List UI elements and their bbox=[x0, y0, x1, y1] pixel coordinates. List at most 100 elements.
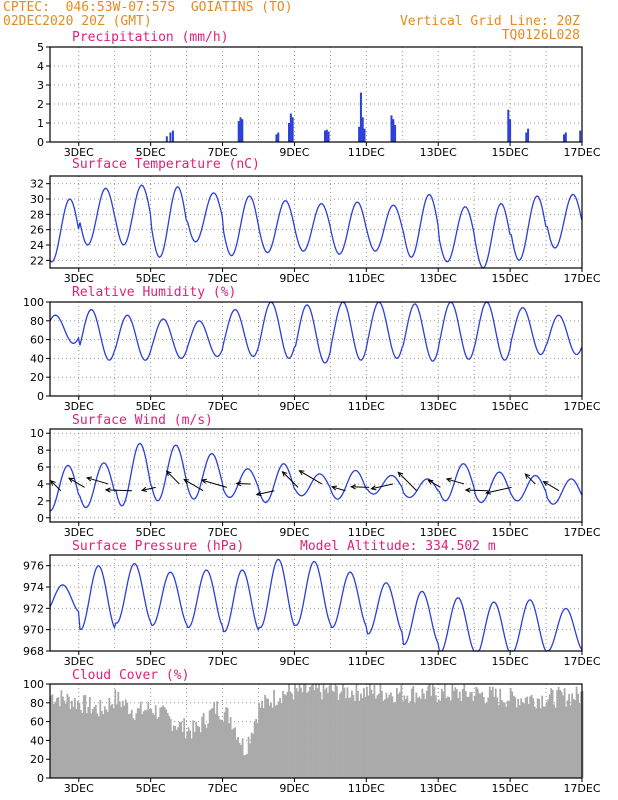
cloud-bar bbox=[412, 686, 415, 778]
cloud-bar bbox=[180, 721, 183, 778]
cloud-bar bbox=[436, 701, 439, 778]
cloud-bar bbox=[322, 684, 325, 778]
cloud-bar bbox=[234, 727, 237, 778]
wind-arrow-head bbox=[50, 480, 56, 486]
cloud-bar bbox=[178, 722, 181, 778]
x-tick-label: 17DEC bbox=[563, 526, 600, 539]
cloud-bar bbox=[388, 694, 391, 778]
cloud-bar bbox=[340, 691, 343, 778]
cloud-bar bbox=[439, 700, 442, 778]
y-tick-label: 26 bbox=[30, 224, 44, 237]
x-tick-label: 7DEC bbox=[207, 526, 237, 539]
cloud-bar bbox=[129, 713, 132, 778]
series-line bbox=[49, 301, 583, 364]
x-tick-label: 5DEC bbox=[136, 272, 166, 285]
cloud-bar bbox=[526, 696, 529, 778]
cloud-bar bbox=[177, 727, 180, 778]
precip-bar bbox=[323, 130, 326, 142]
cloud-bar bbox=[214, 713, 217, 778]
wind-arrow-head bbox=[524, 473, 531, 479]
cloud-bar bbox=[259, 707, 262, 778]
cloud-bar bbox=[352, 694, 355, 778]
cloud-bar bbox=[235, 739, 238, 778]
wind-arrow-head bbox=[255, 491, 262, 497]
precip-bar bbox=[394, 124, 397, 142]
x-tick-label: 3DEC bbox=[64, 272, 94, 285]
cloud-bar bbox=[309, 686, 311, 778]
y-tick-label: 10 bbox=[30, 427, 44, 440]
y-tick-label: 40 bbox=[30, 352, 44, 365]
cloud-bar bbox=[523, 703, 526, 778]
cloud-bar bbox=[400, 685, 403, 778]
cloud-bar bbox=[229, 717, 232, 778]
cloud-bar bbox=[473, 695, 476, 778]
cloud-bar bbox=[250, 732, 253, 778]
cloud-bar bbox=[258, 703, 260, 778]
x-tick-label: 9DEC bbox=[279, 526, 309, 539]
cloud-bar bbox=[204, 724, 207, 778]
x-tick-label: 3DEC bbox=[64, 782, 94, 795]
wind-arrow-head bbox=[464, 487, 471, 493]
cloud-bar bbox=[321, 699, 323, 778]
cloud-bar bbox=[455, 689, 458, 778]
cloud-bar bbox=[481, 692, 484, 778]
cloud-bar bbox=[144, 709, 147, 778]
y-tick-label: 8 bbox=[37, 444, 44, 457]
cloud-bar bbox=[76, 701, 79, 778]
precip-bar bbox=[392, 119, 395, 142]
cloud-bar bbox=[310, 685, 313, 778]
x-tick-label: 7DEC bbox=[207, 272, 237, 285]
cloud-bar bbox=[386, 697, 389, 778]
cloud-bar bbox=[84, 695, 87, 778]
cloud-bar bbox=[202, 713, 205, 778]
cloud-bar bbox=[566, 700, 569, 778]
cloud-bar bbox=[496, 697, 499, 778]
cloud-bar bbox=[430, 695, 433, 778]
cloud-bar bbox=[150, 708, 153, 778]
wind-arrow-head bbox=[165, 470, 172, 477]
cloud-bar bbox=[458, 691, 461, 778]
cloud-bar bbox=[211, 708, 214, 778]
cloud-bar bbox=[313, 690, 316, 778]
cloud-bar bbox=[563, 688, 566, 778]
cloud-bar bbox=[243, 755, 246, 778]
cloud-bar bbox=[102, 714, 105, 778]
cloud-bar bbox=[216, 701, 219, 778]
cloud-bar bbox=[488, 686, 491, 778]
x-tick-label: 17DEC bbox=[563, 400, 600, 413]
cloud-bar bbox=[142, 711, 145, 778]
precip-bar bbox=[239, 117, 242, 142]
cloud-bar bbox=[515, 707, 518, 778]
panel-frame bbox=[49, 301, 583, 397]
cloud-bar bbox=[569, 705, 572, 778]
cloud-bar bbox=[261, 700, 263, 778]
cloud-bar bbox=[418, 696, 421, 778]
cloud-bar bbox=[126, 702, 129, 778]
cloud-bar bbox=[172, 725, 175, 778]
cloud-bar bbox=[484, 703, 487, 778]
cloud-bar bbox=[232, 728, 235, 778]
x-tick-label: 17DEC bbox=[563, 272, 600, 285]
cloud-bar bbox=[154, 705, 157, 778]
cloud-bar bbox=[294, 684, 296, 778]
precip-bar bbox=[509, 119, 512, 142]
y-tick-label: 968 bbox=[23, 645, 44, 658]
cloud-bar bbox=[210, 708, 213, 778]
precip-bar bbox=[327, 131, 330, 142]
cloud-bar bbox=[452, 690, 455, 778]
cloud-bar bbox=[319, 692, 322, 778]
cloud-bar bbox=[494, 688, 497, 778]
cloud-bar bbox=[360, 693, 362, 778]
x-tick-label: 5DEC bbox=[136, 400, 166, 413]
cloud-bar bbox=[87, 706, 90, 778]
wind-arrow bbox=[68, 477, 85, 488]
cloud-bar bbox=[157, 716, 160, 778]
cloud-bar bbox=[175, 729, 178, 778]
cloud-bar bbox=[220, 719, 223, 778]
cloud-bar bbox=[349, 697, 352, 778]
cloud-bar bbox=[228, 723, 231, 778]
cloud-bar bbox=[443, 684, 446, 778]
cloud-bar bbox=[96, 713, 99, 778]
cloud-bar bbox=[409, 701, 412, 778]
cloud-bar bbox=[112, 708, 115, 778]
